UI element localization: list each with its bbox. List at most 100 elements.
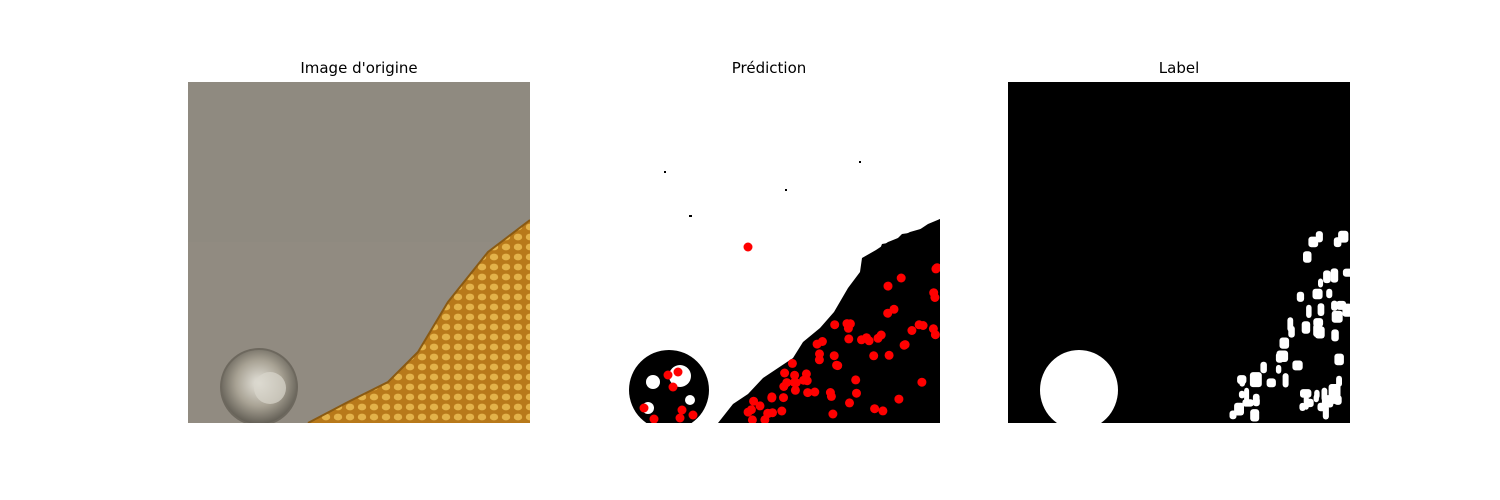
prediction-marker (799, 375, 809, 385)
prediction-marker (931, 264, 940, 274)
prediction-marker (830, 320, 840, 330)
label-cell (1252, 393, 1260, 405)
prediction-marker (869, 351, 879, 361)
label-cell (1299, 402, 1306, 411)
prediction-marker (787, 358, 797, 368)
prediction-marker (767, 392, 777, 402)
prediction-marker (755, 401, 765, 411)
label-cell (1266, 378, 1276, 388)
prediction-marker (814, 355, 824, 365)
prediction-marker (907, 326, 917, 335)
label-cell (1338, 230, 1349, 243)
panel-prediction: Prédiction (598, 56, 940, 423)
prediction-marker (668, 382, 678, 392)
label-cell (1282, 373, 1289, 388)
prediction-marker (896, 273, 906, 283)
label-cell (1331, 310, 1343, 323)
label-cell (1313, 318, 1324, 327)
label-cell (1315, 231, 1323, 243)
prediction-marker (929, 288, 939, 298)
prediction-marker (884, 350, 894, 360)
label-cell (1238, 390, 1245, 399)
prediction-marker (749, 396, 759, 406)
label-cell (1300, 389, 1312, 398)
label-cell (1244, 387, 1250, 402)
label-cell (1331, 329, 1339, 342)
prediction-marker (649, 414, 659, 423)
label-cell (1234, 402, 1244, 416)
prediction-marker (930, 330, 940, 340)
label-cell (1342, 303, 1350, 317)
prediction-marker (663, 370, 673, 380)
label-cell (1318, 278, 1324, 288)
prediction-marker (894, 394, 904, 404)
label-coin-region (1040, 350, 1118, 423)
label-cell (1330, 268, 1339, 283)
label-cell (1312, 288, 1323, 300)
prediction-marker (791, 378, 801, 388)
prediction-marker (675, 413, 685, 423)
label-cell (1323, 270, 1331, 284)
prediction-marker (845, 398, 854, 408)
panel-title-prediction: Prédiction (731, 59, 807, 77)
prediction-marker (870, 404, 880, 414)
prediction-marker (790, 370, 800, 380)
prediction-marker (810, 387, 820, 397)
prediction-marker (777, 406, 787, 416)
label-cell (1334, 353, 1344, 366)
label-cell (1250, 409, 1260, 422)
prediction-marker (790, 385, 800, 395)
prediction-marker (832, 360, 842, 370)
prediction-marker (760, 415, 770, 423)
prediction-marker (889, 304, 899, 314)
prediction-marker (768, 408, 777, 418)
label-cell (1326, 288, 1333, 299)
label-cell (1249, 372, 1262, 388)
label-cell (1322, 405, 1329, 420)
panel-title-label: Label (1158, 59, 1200, 77)
prediction-marker (743, 242, 753, 252)
label-cell (1331, 300, 1338, 311)
prediction-marker (828, 409, 838, 419)
label-cell (1279, 337, 1290, 349)
label-mask (1008, 82, 1350, 423)
prediction-marker (780, 368, 790, 378)
prediction-marker (917, 377, 927, 387)
prediction-marker (876, 330, 886, 340)
prediction-marker (826, 391, 836, 401)
label-cell (1342, 268, 1350, 277)
label-cell (1301, 321, 1311, 334)
prediction-marker (852, 388, 861, 398)
prediction-marker (803, 388, 813, 398)
label-cell (1296, 291, 1305, 302)
prediction-marker (878, 406, 888, 416)
prediction-marker (829, 351, 839, 361)
label-cell (1239, 379, 1245, 387)
prediction-markers (639, 242, 940, 423)
label-cell (1306, 304, 1312, 318)
label-cell (1314, 326, 1325, 339)
prediction-marker (779, 393, 788, 403)
prediction-marker (747, 415, 757, 423)
label-cell (1313, 394, 1319, 403)
prediction-marker (782, 378, 792, 388)
prediction-marker (746, 405, 756, 415)
prediction-marker (857, 335, 866, 345)
label-cell (1260, 361, 1267, 374)
prediction-marker (842, 319, 852, 329)
prediction-marker (918, 321, 928, 330)
label-cell (1303, 251, 1312, 263)
label-cell (1328, 384, 1341, 399)
label-cell (1321, 395, 1334, 408)
original-photo (188, 82, 530, 423)
label-cell (1317, 303, 1325, 316)
label-cell (1288, 325, 1295, 338)
prediction-marker (899, 340, 909, 350)
prediction-marker (688, 410, 698, 420)
panel-original-image: Image d'origine (188, 56, 530, 423)
prediction-marker (639, 403, 649, 413)
label-cell (1275, 364, 1282, 374)
prediction-marker (673, 367, 683, 377)
label-cell (1242, 399, 1254, 407)
label-cell (1292, 360, 1303, 371)
